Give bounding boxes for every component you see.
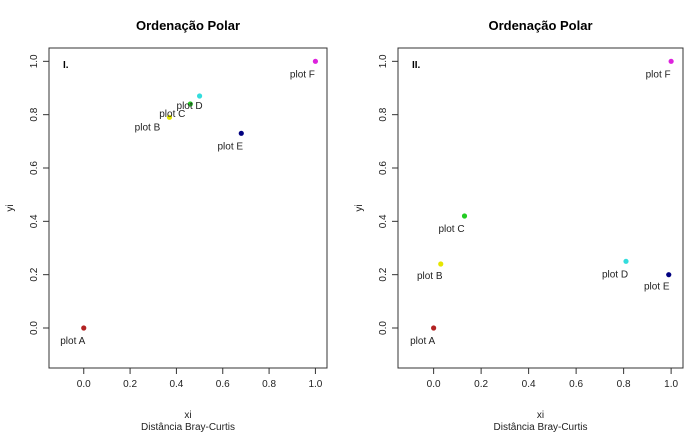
x-tick-label: 0.6 (569, 379, 583, 390)
data-point (312, 58, 319, 64)
y-axis-label: yi (5, 204, 16, 211)
plot-frame (397, 47, 684, 369)
y-tick-label: 1.0 (378, 54, 389, 68)
y-tick-label: 0.6 (378, 161, 389, 175)
point-label: plot C (159, 109, 185, 120)
y-tick-label: 0.4 (378, 214, 389, 228)
data-point (431, 325, 437, 331)
x-tick-label: 0.4 (522, 379, 536, 390)
plot-panel-1: Ordenação Polar I. 0.0 0.2 0.4 0.6 0.8 1.0 0.0 0.… (5, 18, 328, 433)
x-tick-label: 0.4 (169, 379, 183, 390)
y-tick-label: 0.0 (29, 321, 40, 335)
data-point (438, 261, 444, 267)
y-tick-label: 1.0 (29, 54, 40, 68)
data-point (187, 101, 193, 107)
point-label: plot F (290, 69, 315, 80)
x-tick-label: 0.2 (123, 379, 137, 390)
point-label: plot F (646, 69, 671, 80)
chart-title: Ordenação Polar (488, 18, 592, 33)
point-label: plot C (438, 224, 464, 235)
x-tick-label: 0.8 (617, 379, 631, 390)
point-label: plot B (417, 271, 443, 282)
x-axis-label: xi (184, 410, 191, 421)
point-label: plot D (177, 101, 203, 112)
data-point (668, 58, 674, 64)
point-label: plot B (135, 122, 161, 133)
y-tick-label: 0.6 (29, 161, 40, 175)
panel-label: II. (412, 60, 421, 71)
plot-frame (48, 47, 328, 369)
point-label: plot A (410, 336, 435, 347)
y-tick-label: 0.2 (378, 267, 389, 281)
y-axis-label: yi (354, 204, 365, 211)
x-axis-label: xi (537, 410, 544, 421)
x-tick-label: 0.6 (216, 379, 230, 390)
y-tick-label: 0.2 (29, 267, 40, 281)
chart-title: Ordenação Polar (136, 18, 240, 33)
x-axis-label-secondary: Distância Bray-Curtis (141, 422, 235, 432)
data-point (623, 258, 629, 264)
x-axis-label-secondary: Distância Bray-Curtis (494, 422, 588, 432)
x-tick-label: 1.0 (308, 379, 322, 390)
x-tick-label: 1.0 (664, 379, 678, 390)
y-tick-label: 0.8 (29, 107, 40, 121)
panel-label: I. (63, 60, 69, 71)
data-point (238, 130, 244, 136)
x-tick-label: 0.8 (262, 379, 276, 390)
y-tick-label: 0.8 (378, 107, 389, 121)
x-tick-label: 0.0 (77, 379, 91, 390)
point-label: plot D (602, 269, 628, 280)
point-label: plot E (217, 141, 243, 152)
point-label: plot A (60, 336, 85, 347)
x-tick-label: 0.0 (427, 379, 441, 390)
data-point (196, 93, 203, 99)
y-tick-label: 0.0 (378, 321, 389, 335)
data-point (461, 213, 468, 219)
x-tick-label: 0.2 (474, 379, 488, 390)
point-label: plot E (644, 282, 670, 293)
data-point (81, 325, 87, 331)
y-tick-label: 0.4 (29, 214, 40, 228)
plot-panel-2: Ordenação Polar II. 0.0 0.2 0.4 0.6 0.8 1.0 0.0 0… (354, 18, 684, 433)
data-point (166, 114, 173, 120)
data-point (666, 272, 672, 278)
